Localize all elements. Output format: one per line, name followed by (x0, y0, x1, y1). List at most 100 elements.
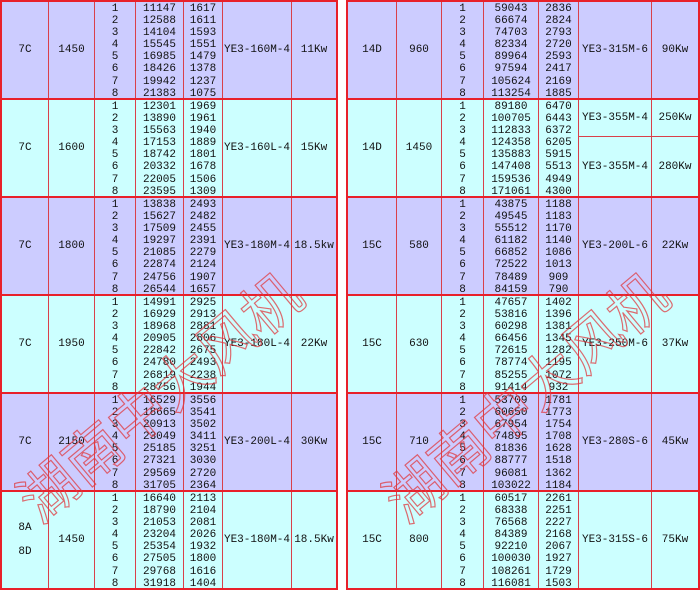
power-cell: 45Kw (652, 394, 700, 490)
position-number: 5 (459, 443, 466, 456)
flow-value: 27505 (142, 553, 176, 566)
power-cell: 30Kw (292, 394, 338, 490)
pressure-list: 2113 2104 2081 2026 1932 1800 1616 1404 (184, 492, 223, 590)
speed-cell: 580 (397, 198, 442, 294)
power-cell: 37Kw (652, 296, 700, 392)
flow-value: 22842 (142, 345, 176, 358)
pressure-value: 1773 (545, 407, 572, 420)
position-number: 1 (111, 395, 119, 407)
pressure-list: 1188 1183 1170 1140 1086 1013 909 790 (539, 198, 579, 296)
position-number: 6 (459, 455, 466, 468)
position-number: 7 (459, 173, 466, 186)
flow-value: 14104 (142, 27, 176, 40)
position-number: 3 (459, 223, 466, 236)
motor-power: 45Kw (661, 436, 689, 448)
flow-value: 66674 (494, 15, 528, 28)
motor-model-cell: YE3-250M-6 (579, 296, 651, 392)
flow-value: 21383 (142, 87, 176, 100)
motor-power: 30Kw (300, 436, 328, 448)
position-number: 6 (111, 455, 119, 468)
position-number: 8 (459, 577, 466, 590)
speed-cell: 1450 (397, 100, 442, 196)
position-number: 7 (111, 467, 119, 480)
position-number: 6 (111, 161, 119, 174)
fan-model-cell: 7C (2, 394, 49, 490)
pressure-value: 2493 (189, 199, 217, 211)
motor-power: 250Kw (658, 112, 692, 125)
speed-cell: 1450 (49, 2, 95, 98)
speed-cell: 710 (397, 394, 442, 490)
pressure-value: 1183 (545, 211, 572, 224)
speed-cell: 960 (397, 2, 442, 98)
flow-value: 66456 (494, 333, 528, 346)
position-number: 6 (111, 259, 119, 272)
flow-value: 81836 (494, 443, 528, 456)
motor-cell: YE3-200L-4 (223, 394, 292, 490)
position-number: 5 (459, 149, 466, 162)
pressure-value: 2391 (189, 235, 217, 248)
pressure-list: 1781 1773 1754 1708 1628 1518 1362 1184 (539, 394, 579, 492)
fan-model: 7C (18, 44, 32, 56)
pressure-value: 3030 (189, 455, 217, 468)
flow-value: 171061 (491, 185, 531, 198)
pressure-value: 1237 (189, 75, 217, 88)
flow-value: 85255 (494, 369, 528, 382)
position-number: 6 (459, 63, 466, 76)
flow-value: 26819 (142, 369, 176, 382)
speed-value: 580 (409, 240, 429, 252)
motor-model: YE3-180M-4 (223, 534, 290, 546)
flow-value: 116081 (491, 577, 531, 590)
fan-model: 15C (362, 436, 382, 448)
pressure-value: 6205 (545, 137, 572, 150)
position-number: 5 (111, 149, 119, 162)
position-number: 1 (111, 199, 119, 211)
position-number: 2 (111, 15, 119, 28)
motor-model: YE3-315M-6 (581, 44, 648, 56)
motor-cell: YE3-355M-4 YE3-355M-4 (579, 100, 652, 196)
flow-value: 124358 (491, 137, 531, 150)
flow-value: 18968 (142, 321, 176, 334)
pressure-value: 2720 (189, 467, 217, 480)
flow-value: 22874 (142, 259, 176, 272)
power-cell: 15Kw (292, 100, 338, 196)
pressure-value: 790 (548, 283, 569, 296)
position-number: 6 (111, 553, 119, 566)
pressure-value: 2104 (189, 505, 217, 518)
position-number: 6 (459, 161, 466, 174)
pressure-value: 2913 (189, 309, 217, 322)
motor-power: 22Kw (661, 240, 689, 252)
position-number: 7 (459, 369, 466, 382)
flow-value: 105624 (491, 75, 531, 88)
motor-cell: YE3-315S-6 (579, 492, 652, 588)
flow-value: 74703 (494, 27, 528, 40)
position-number: 3 (111, 223, 119, 236)
table-row-group: 7C 2150 1 2 3 4 5 6 7 8 16529 18665 20913 23049 25185 2… (2, 394, 338, 492)
position-number: 1 (111, 297, 119, 309)
position-number: 6 (111, 357, 119, 370)
pressure-value: 1479 (189, 51, 217, 64)
pressure-value: 932 (548, 381, 569, 394)
speed-value: 630 (409, 338, 429, 350)
pressure-value: 1184 (545, 479, 572, 492)
table-row-group: 7C 1450 1 2 3 4 5 6 7 8 11147 12588 14104 15545 16985 1… (2, 2, 338, 100)
table-row-group: 7C 1800 1 2 3 4 5 6 7 8 13838 15627 17509 19297 21085 2… (2, 198, 338, 296)
position-number: 8 (459, 283, 466, 296)
table-row-group: 15C 580 1 2 3 4 5 6 7 8 43875 49545 55512 61182 66852 7… (348, 198, 700, 296)
position-number: 4 (111, 39, 119, 52)
fan-model: 15C (362, 240, 382, 252)
flow-value: 147408 (491, 161, 531, 174)
flow-value: 27321 (142, 455, 176, 468)
pressure-value: 2261 (545, 493, 572, 505)
pressure-value: 1282 (545, 345, 572, 358)
position-number: 7 (459, 75, 466, 88)
flow-list: 14991 16929 18968 20905 22842 24780 26819 28756 (136, 296, 184, 394)
flow-value: 29569 (142, 467, 176, 480)
position-number: 4 (459, 137, 466, 150)
pressure-value: 2081 (189, 517, 217, 530)
position-number: 5 (111, 345, 119, 358)
motor-power-cell: 22Kw (292, 296, 336, 392)
